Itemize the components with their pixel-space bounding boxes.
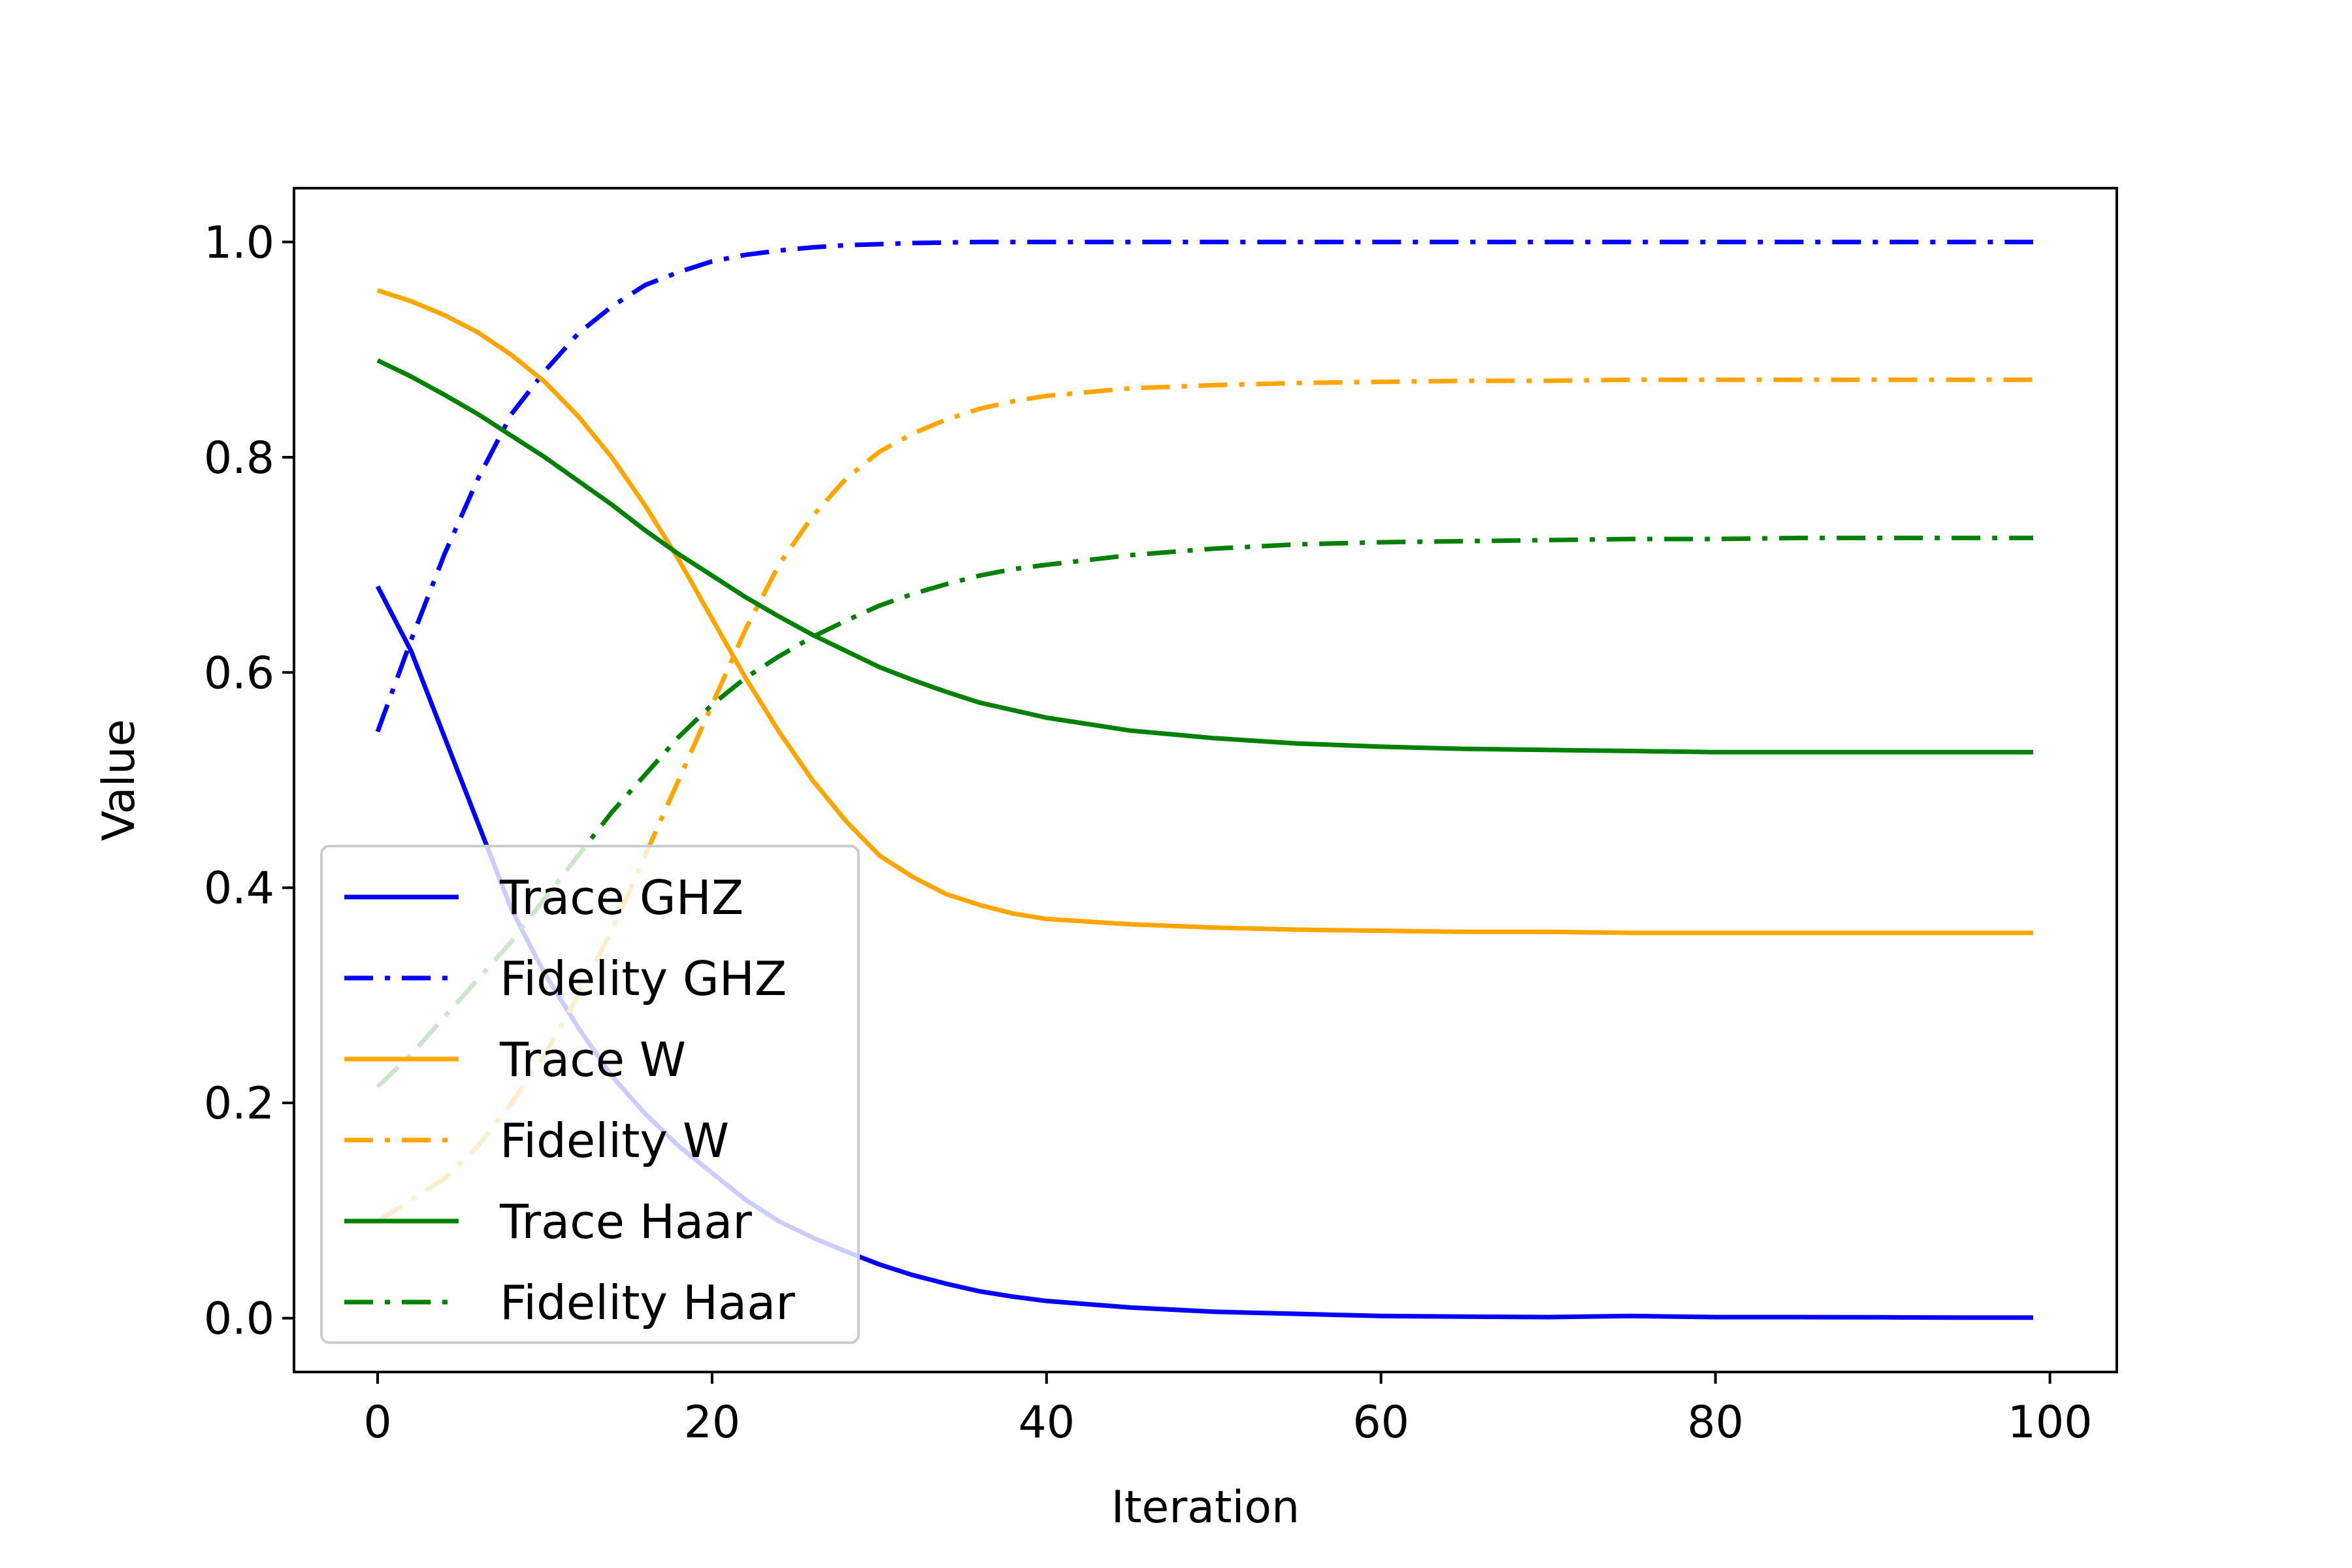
y-tick-label: 0.0 bbox=[204, 1294, 274, 1345]
x-tick-label: 100 bbox=[2008, 1397, 2093, 1448]
series-line-2 bbox=[376, 288, 2033, 936]
y-tick-label: 0.2 bbox=[204, 1078, 274, 1130]
legend-label: Fidelity Haar bbox=[500, 1275, 795, 1330]
x-tick-label: 60 bbox=[1352, 1397, 1409, 1448]
plot-frame bbox=[293, 187, 2118, 1373]
y-tick-label: 1.0 bbox=[204, 217, 274, 269]
x-tick-label: 80 bbox=[1687, 1397, 1744, 1448]
legend-box bbox=[320, 845, 860, 1344]
legend-label: Fidelity W bbox=[500, 1113, 729, 1168]
x-tick-label: 40 bbox=[1019, 1397, 1075, 1448]
legend: Trace GHZ Fidelity GHZ Trace W Fidelity W Tr… bbox=[320, 845, 860, 1344]
legend-label: Trace W bbox=[499, 1032, 686, 1087]
legend-items: Trace GHZ Fidelity GHZ Trace W Fidelity W Tr… bbox=[344, 870, 795, 1330]
series-line-3 bbox=[376, 377, 2033, 1224]
x-tick-label: 20 bbox=[684, 1397, 741, 1448]
x-tick-label: 0 bbox=[363, 1397, 391, 1448]
y-axis-ticks: 0.0 0.2 0.4 0.6 0.8 1.0 bbox=[204, 217, 294, 1345]
x-axis-label: Iteration bbox=[1111, 1482, 1299, 1533]
legend-label: Trace Haar bbox=[499, 1194, 752, 1249]
y-tick-label: 0.8 bbox=[204, 433, 274, 484]
series-line-1 bbox=[375, 239, 2033, 733]
legend-label: Fidelity GHZ bbox=[500, 951, 787, 1006]
series-line-4 bbox=[376, 358, 2033, 755]
legend-label: Trace GHZ bbox=[499, 870, 743, 925]
x-axis-ticks: 0 20 40 60 80 100 bbox=[363, 1372, 2093, 1448]
y-tick-label: 0.4 bbox=[204, 863, 274, 915]
y-tick-label: 0.6 bbox=[204, 647, 274, 699]
y-axis-label: Value bbox=[93, 719, 145, 841]
